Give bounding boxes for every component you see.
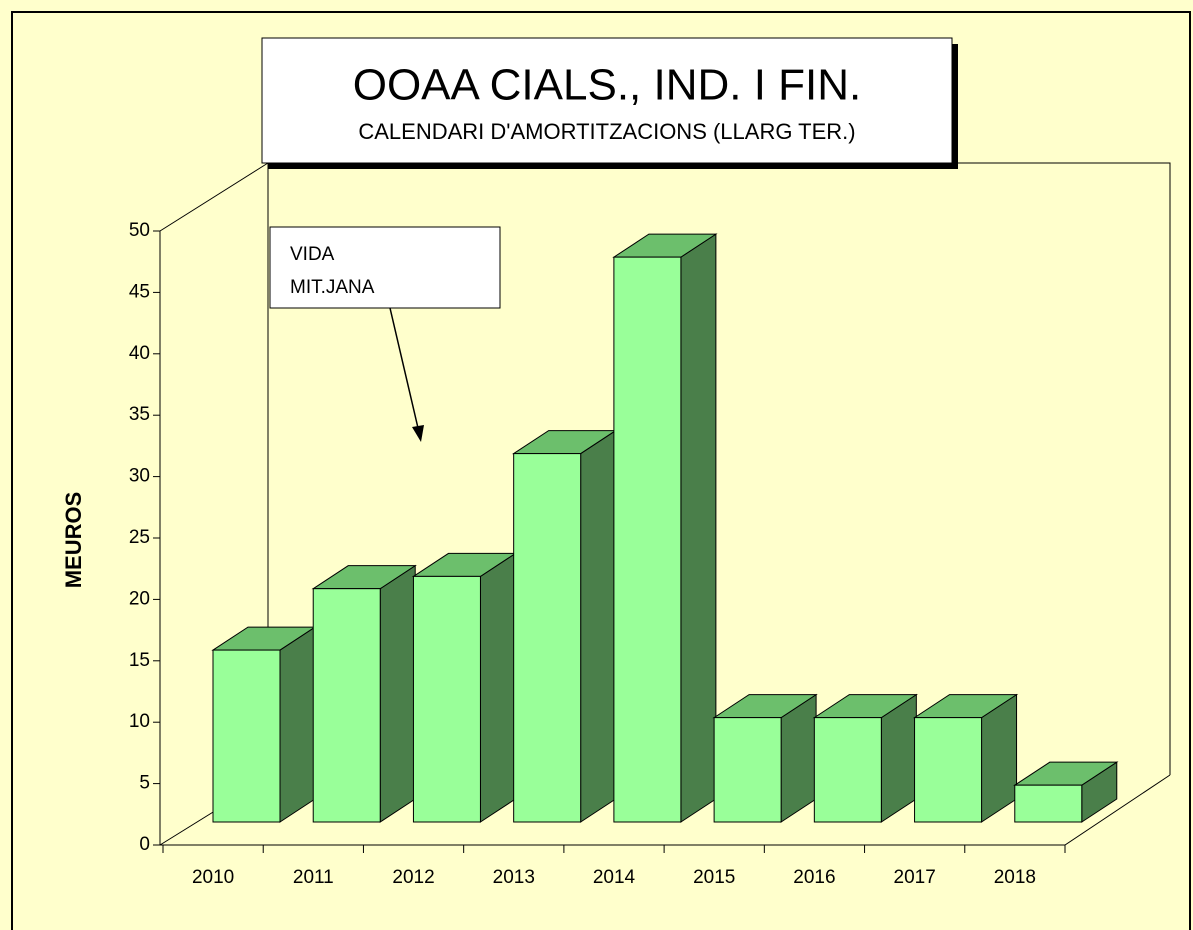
x-tick-label: 2010 (192, 867, 234, 888)
annotation-box (269, 226, 501, 309)
chart-subtitle: CALENDARI D'AMORTITZACIONS (LLARG TER.) (358, 119, 855, 144)
bars (211, 233, 1119, 823)
bar-side (379, 564, 416, 823)
x-tick-label: 2015 (693, 867, 735, 888)
y-tick-label: 25 (129, 527, 150, 548)
y-tick-label: 30 (129, 466, 150, 487)
x-tick-label: 2013 (493, 867, 535, 888)
bar (211, 626, 317, 823)
annotation-line: MIT.JANA (290, 277, 375, 298)
y-tick-label: 50 (129, 220, 150, 241)
bar-front (412, 575, 481, 823)
bar-front (212, 649, 281, 823)
bar-front (813, 717, 882, 823)
bar (812, 693, 919, 823)
bar (612, 233, 718, 823)
bar (712, 693, 818, 823)
y-tick-label: 45 (129, 281, 150, 302)
bar-front (513, 453, 582, 823)
bar-side (479, 552, 516, 823)
y-tick-label: 35 (129, 404, 150, 425)
x-tick-label: 2017 (894, 867, 936, 888)
y-tick-label: 0 (139, 834, 150, 855)
x-tick-label: 2011 (293, 867, 334, 888)
y-axis-label: MEUROS (61, 492, 86, 589)
bar-front (312, 588, 381, 823)
bar (1013, 761, 1119, 823)
bar-front (914, 717, 983, 823)
x-tick-label: 2016 (793, 867, 835, 888)
annotation-line: VIDA (290, 244, 335, 265)
bar-side (279, 626, 316, 823)
y-tick-label: 15 (129, 650, 150, 671)
bar-front (1014, 784, 1083, 823)
arrow-head (412, 425, 424, 442)
bar-front (613, 256, 682, 823)
y-tick-label: 5 (139, 773, 150, 794)
annotation-arrow (389, 307, 419, 429)
side-wall-top (159, 162, 269, 232)
chart-title: OOAA CIALS., IND. I FIN. (353, 61, 862, 110)
bar (311, 564, 417, 823)
bar-side (680, 233, 717, 823)
bar-front (713, 717, 782, 823)
y-tick-label: 40 (129, 343, 150, 364)
bar (511, 429, 618, 823)
x-tick-label: 2018 (994, 867, 1036, 888)
bar (411, 552, 518, 823)
y-tick-label: 10 (129, 711, 150, 732)
x-tick-label: 2014 (593, 867, 636, 888)
title-box (261, 37, 953, 164)
x-tick-label: 2012 (392, 867, 434, 888)
bar-side (580, 429, 617, 823)
y-tick-label: 20 (129, 588, 150, 609)
bar (912, 693, 1019, 823)
